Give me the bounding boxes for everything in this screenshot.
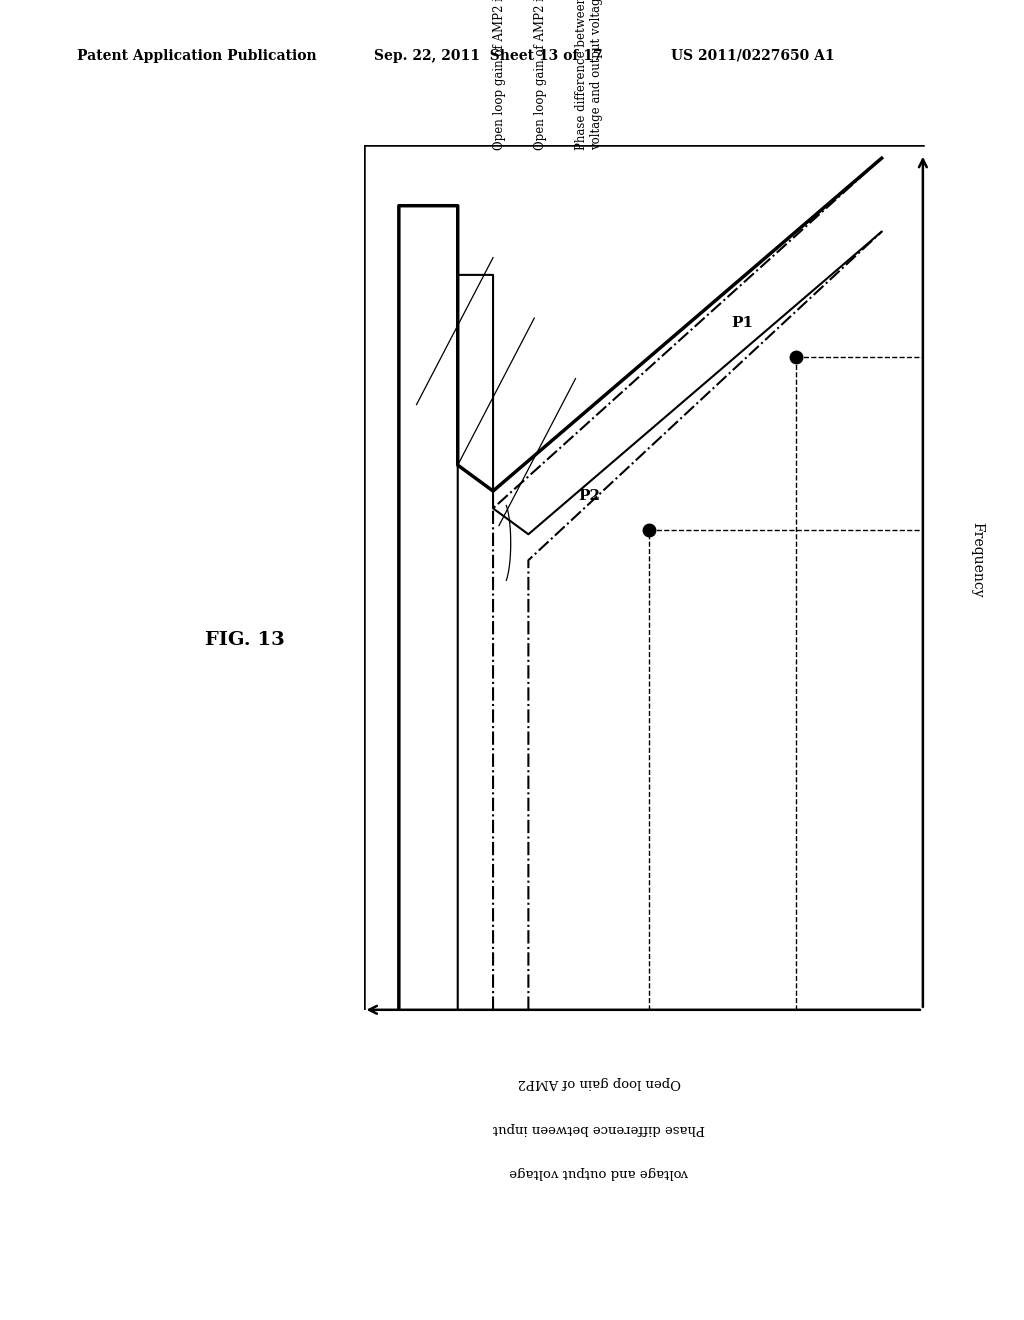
Text: P2: P2 <box>579 488 600 503</box>
Text: US 2011/0227650 A1: US 2011/0227650 A1 <box>671 49 835 63</box>
Text: Open loop gain of AMP2 in FIG. 11: Open loop gain of AMP2 in FIG. 11 <box>535 0 547 149</box>
Text: voltage and output voltage: voltage and output voltage <box>509 1166 689 1179</box>
Text: Patent Application Publication: Patent Application Publication <box>77 49 316 63</box>
Text: FIG. 13: FIG. 13 <box>205 631 285 649</box>
Text: Phase difference between input
voltage and output voltage: Phase difference between input voltage a… <box>575 0 603 149</box>
Text: Frequency: Frequency <box>970 523 984 598</box>
Text: Phase difference between input: Phase difference between input <box>493 1122 706 1135</box>
Text: Open loop gain of AMP2: Open loop gain of AMP2 <box>517 1076 681 1089</box>
Text: Open loop gain of AMP2 in FIG. 9: Open loop gain of AMP2 in FIG. 9 <box>494 0 506 149</box>
Text: Sep. 22, 2011  Sheet 13 of 17: Sep. 22, 2011 Sheet 13 of 17 <box>374 49 602 63</box>
Text: P1: P1 <box>731 315 754 330</box>
